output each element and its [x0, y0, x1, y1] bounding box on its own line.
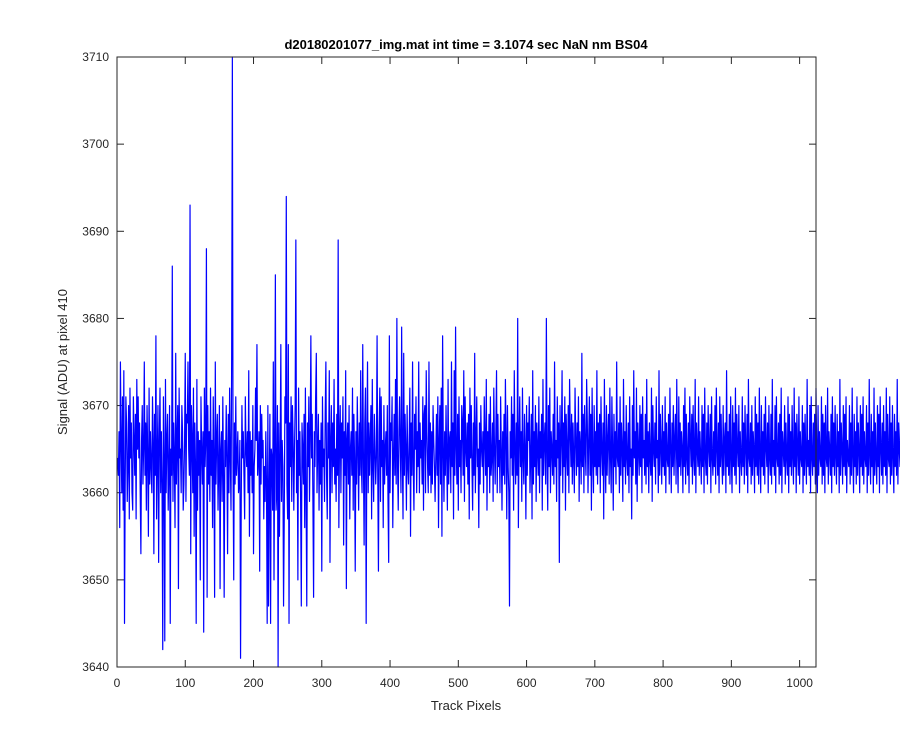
x-tick-label: 600 [517, 676, 537, 690]
y-tick-label: 3710 [82, 50, 109, 64]
x-tick-label: 200 [244, 676, 264, 690]
y-tick-label: 3680 [82, 311, 109, 325]
x-tick-label: 0 [114, 676, 121, 690]
y-axis-label: Signal (ADU) at pixel 410 [55, 289, 70, 435]
x-axis-label: Track Pixels [431, 698, 502, 713]
x-tick-label: 300 [312, 676, 332, 690]
chart-title: d20180201077_img.mat int time = 3.1074 s… [284, 37, 648, 52]
y-tick-label: 3700 [82, 137, 109, 151]
x-tick-label: 400 [380, 676, 400, 690]
x-tick-label: 1000 [786, 676, 813, 690]
y-tick-label: 3650 [82, 573, 109, 587]
y-tick-label: 3640 [82, 660, 109, 674]
x-tick-label: 500 [448, 676, 468, 690]
x-tick-label: 700 [585, 676, 605, 690]
x-tick-label: 800 [653, 676, 673, 690]
plot-area [117, 57, 816, 667]
series-layer [117, 56, 900, 668]
y-tick-label: 3660 [82, 486, 109, 500]
y-tick-label: 3690 [82, 224, 109, 238]
x-tick-label: 900 [721, 676, 741, 690]
x-tick-label: 100 [175, 676, 195, 690]
y-axis: 3640 3650 3660 3670 3680 3690 3700 3710 [82, 50, 816, 674]
series-line-0 [117, 56, 900, 668]
plot-box [116, 56, 817, 668]
x-axis: 0 100 200 300 400 500 600 700 800 900 1000 [114, 57, 813, 690]
y-tick-label: 3670 [82, 399, 109, 413]
